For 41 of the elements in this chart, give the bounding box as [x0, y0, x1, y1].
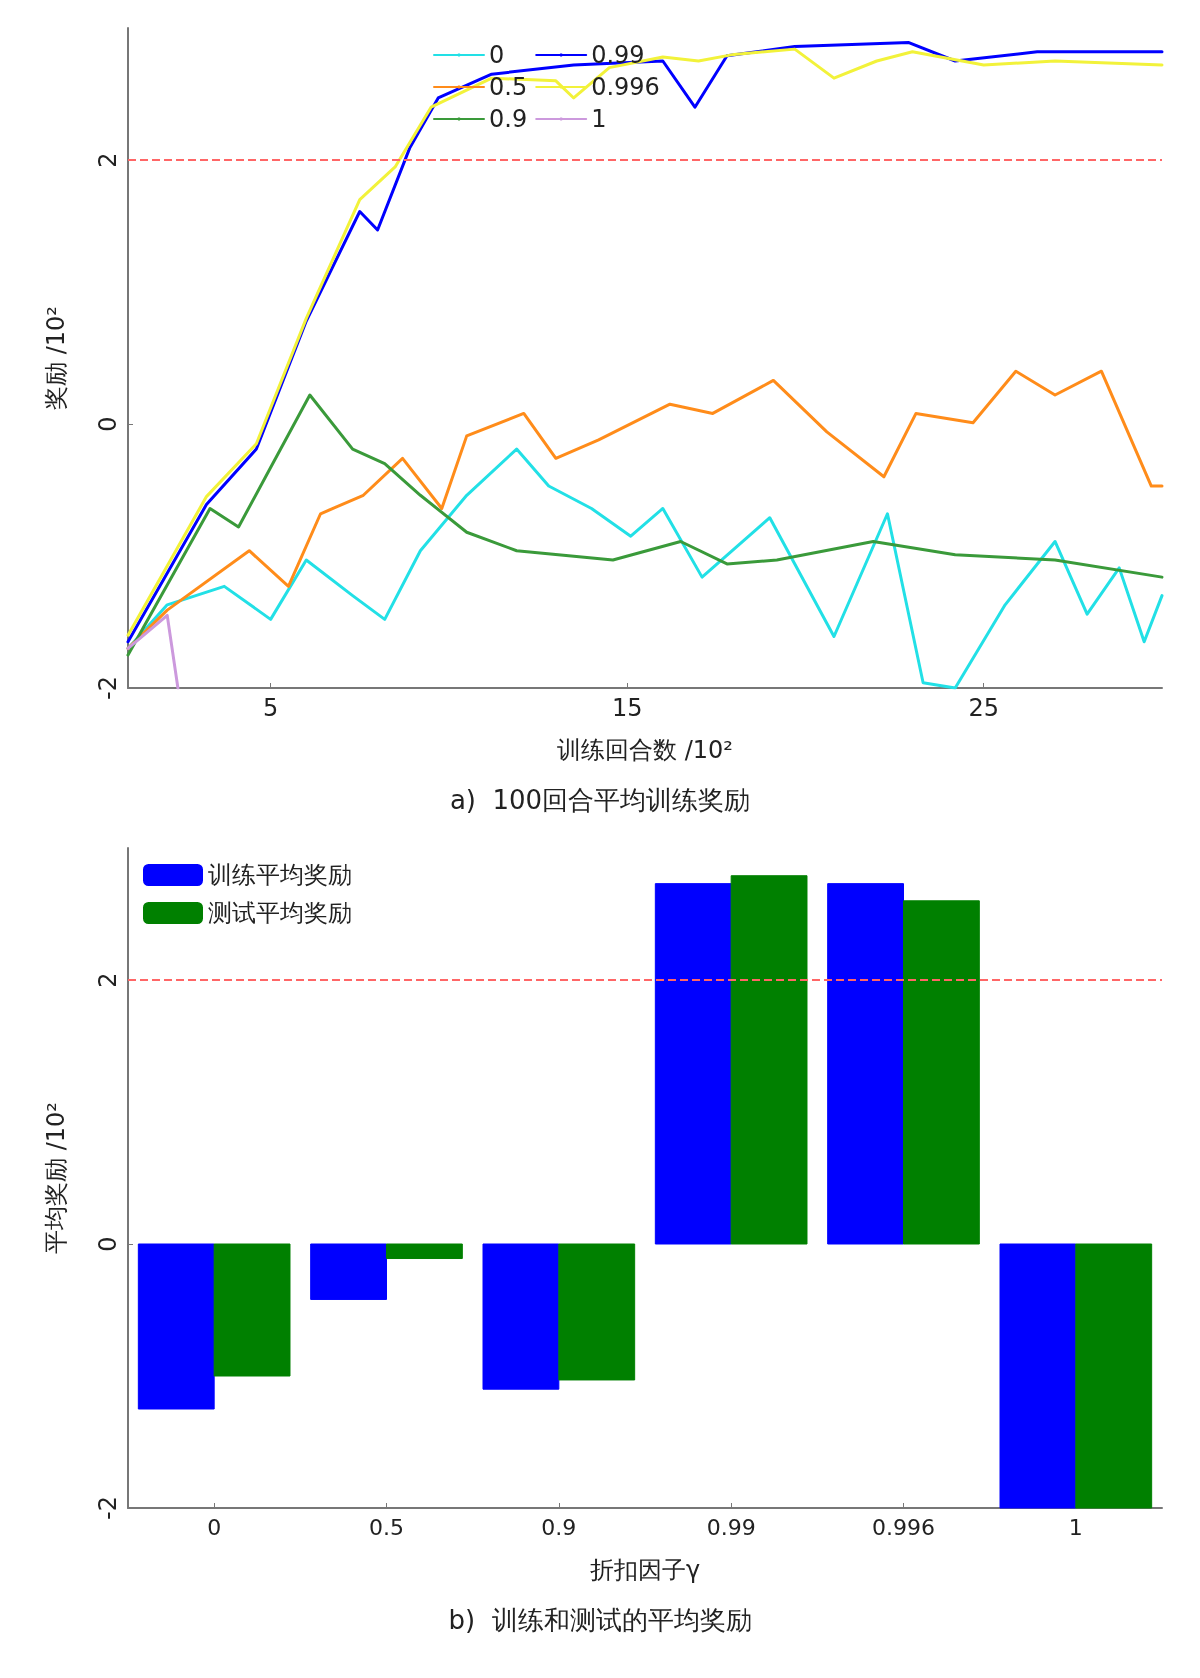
y-axis-title: 奖励 /10² — [42, 306, 70, 410]
x-tick-label: 0.5 — [369, 1514, 404, 1540]
bar — [558, 1243, 636, 1381]
y-tick-label: -2 — [94, 1496, 122, 1520]
bar — [482, 1243, 560, 1390]
bar — [730, 875, 808, 1245]
y-tick-label: 0 — [94, 1236, 122, 1252]
bar — [1075, 1243, 1153, 1509]
x-tick-label: 5 — [262, 694, 279, 722]
text: a) 100回合平均训练奖励 — [449, 785, 751, 815]
bar — [903, 900, 980, 1245]
y-tick-label: 2 — [94, 152, 122, 168]
bar — [999, 1243, 1077, 1509]
bar — [654, 883, 732, 1245]
legend-label: 0 — [489, 41, 505, 69]
legend-label: 训练平均奖励 — [208, 861, 352, 889]
text: b) 训练和测试的平均奖励 — [448, 1605, 752, 1635]
y-tick-label: 0 — [94, 416, 122, 432]
bar — [137, 1243, 215, 1410]
x-tick-label: 0.9 — [541, 1514, 577, 1540]
bar — [386, 1243, 463, 1260]
legend-label: 测试平均奖励 — [208, 899, 352, 927]
x-axis-title: 折扣因子γ — [589, 1556, 701, 1584]
legend-label: 0.9 — [489, 105, 528, 133]
x-tick-label: 0.996 — [872, 1514, 935, 1540]
x-tick-label: 15 — [611, 694, 643, 722]
x-axis-title: 训练回合数 /10² — [557, 736, 733, 764]
legend-label: 0.996 — [591, 73, 660, 101]
x-tick-label: 1 — [1068, 1514, 1083, 1540]
x-tick-label: 25 — [968, 694, 999, 722]
legend-label: 0.99 — [591, 41, 645, 69]
y-axis-title: 平均奖励 /10² — [42, 1102, 70, 1254]
x-tick-label: 0.99 — [706, 1514, 756, 1540]
bar — [827, 883, 904, 1245]
bar — [310, 1243, 387, 1300]
y-tick-label: -2 — [94, 676, 122, 700]
legend-label: 0.5 — [489, 73, 528, 101]
y-tick-label: 2 — [94, 972, 122, 988]
bar — [213, 1243, 291, 1377]
legend-label: 1 — [591, 105, 607, 133]
x-tick-label: 0 — [207, 1514, 222, 1540]
